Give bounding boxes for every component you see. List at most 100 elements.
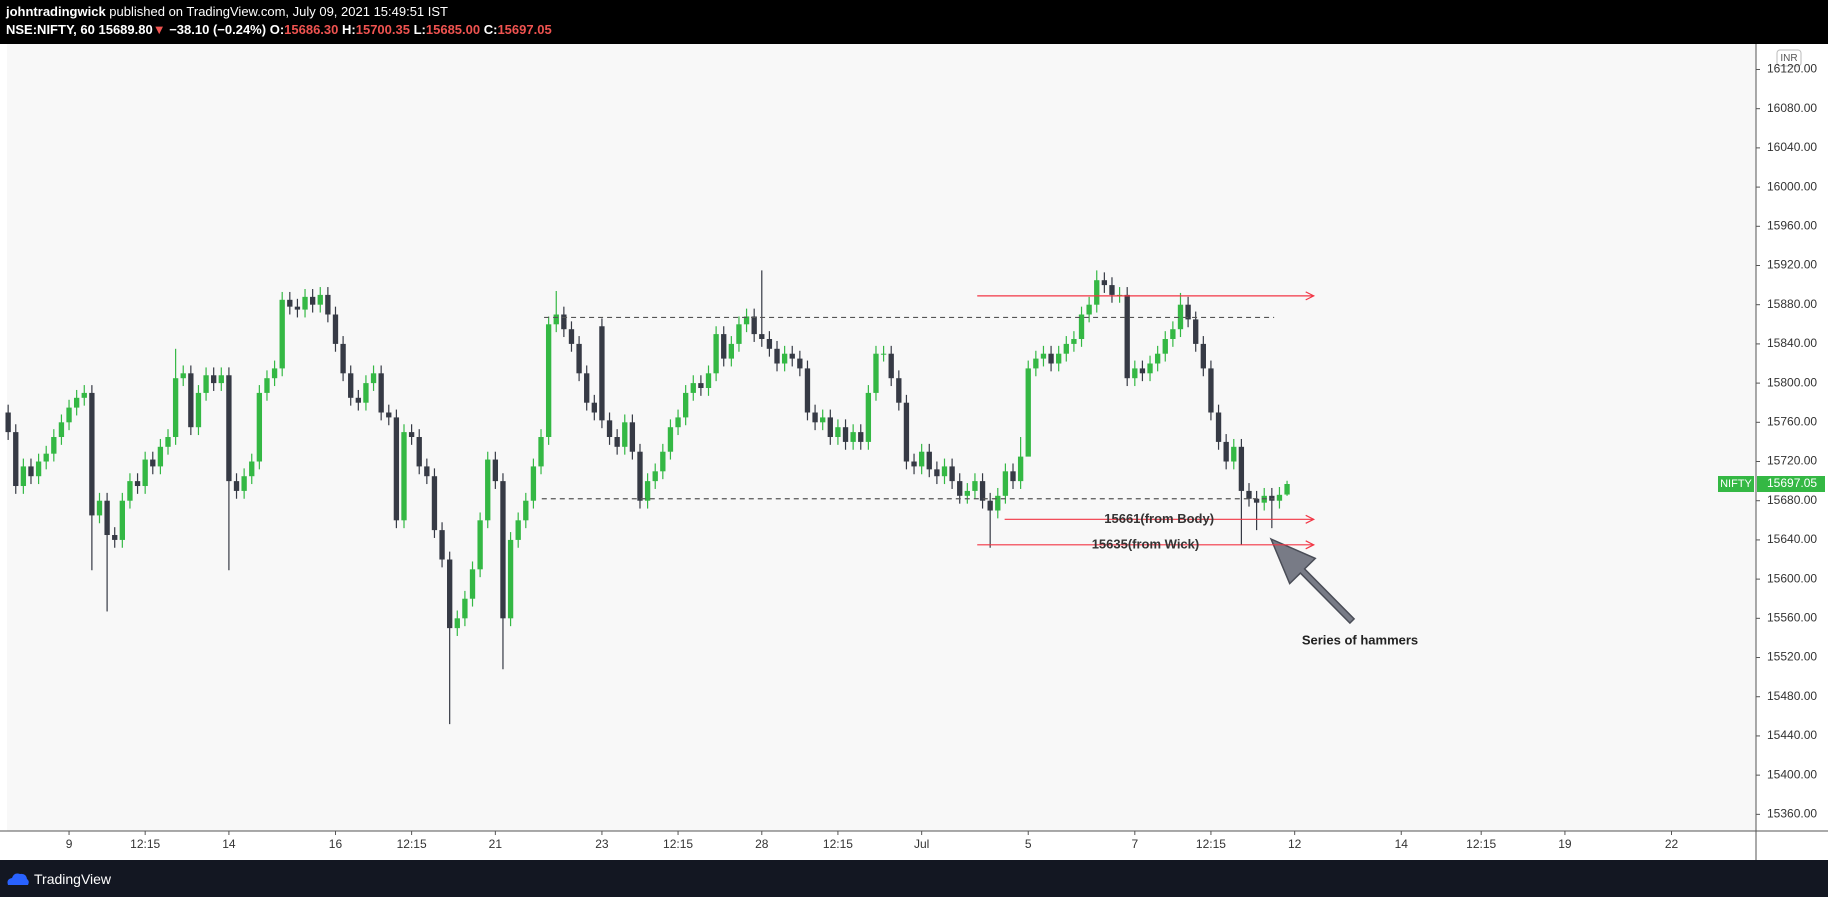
candle-body — [850, 432, 856, 442]
candle-body — [568, 329, 575, 344]
candle-body — [523, 500, 529, 521]
candle-body — [934, 469, 940, 477]
candle-body — [660, 451, 666, 472]
candle-body — [1139, 368, 1146, 374]
candle-body — [972, 481, 978, 491]
x-tick-label: Jul — [914, 837, 929, 851]
x-tick-label: 16 — [329, 837, 343, 851]
candle-body — [89, 392, 95, 516]
candle-body — [477, 520, 483, 570]
candle-body — [606, 420, 613, 438]
y-tick-label: 15680.00 — [1767, 493, 1817, 507]
candle-body — [218, 375, 224, 384]
x-tick-label: 12:15 — [823, 837, 853, 851]
candle-body — [1094, 280, 1100, 305]
candle-body — [1154, 353, 1161, 364]
candle-body — [188, 373, 194, 428]
candle-body — [13, 432, 19, 487]
x-tick-label: 21 — [489, 837, 503, 851]
candle-body — [142, 459, 148, 487]
candle-body — [279, 299, 285, 369]
y-tick-label: 15480.00 — [1767, 689, 1817, 703]
candle-body — [325, 294, 331, 315]
candle-body — [576, 343, 582, 374]
candle-body — [302, 296, 308, 310]
annotation-text: Series of hammers — [1302, 632, 1418, 647]
candle-body — [926, 451, 932, 470]
annotation-arrow — [1269, 537, 1356, 625]
candle-body — [667, 427, 674, 452]
candle-body — [835, 427, 841, 438]
candle-body — [439, 530, 445, 560]
candle-body — [1017, 456, 1024, 482]
candle-body — [104, 500, 110, 536]
x-tick-label: 12:15 — [1466, 837, 1496, 851]
candle-body — [995, 495, 1001, 511]
candle-body — [195, 392, 202, 428]
candle-body — [5, 412, 11, 433]
x-tick-label: 12:15 — [663, 837, 693, 851]
currency-box — [1776, 49, 1802, 67]
candle-body — [112, 535, 118, 540]
published: published on TradingView.com, July 09, 2… — [109, 4, 449, 19]
symbol-tag: NIFTY — [1720, 478, 1752, 490]
candle-body — [43, 453, 49, 462]
chart: INR Series of hammers 15360.00 15400.00 15… — [0, 44, 1828, 860]
candle-body — [1231, 446, 1237, 462]
candle-body — [500, 481, 506, 619]
candle-body — [545, 324, 552, 438]
candle-body — [1063, 343, 1069, 354]
x-tick-label: 22 — [1665, 837, 1679, 851]
candle-body — [698, 383, 704, 389]
candle-body — [454, 618, 460, 629]
x-tick-label: 23 — [595, 837, 609, 851]
candle-body — [1170, 329, 1176, 340]
candle-body — [751, 316, 757, 335]
candle-body — [1109, 285, 1115, 295]
x-tick-label: 14 — [222, 837, 236, 851]
candle-body — [309, 296, 316, 305]
ohlc-value: 15685.00 — [425, 22, 481, 37]
candle-body — [827, 417, 833, 438]
ohlc-value: 15700.35 — [355, 22, 410, 37]
candle-body — [721, 334, 727, 359]
candle-body — [538, 437, 544, 467]
candle-body — [249, 461, 255, 477]
candle-body — [858, 432, 864, 442]
candle-body — [949, 466, 955, 482]
candle-body — [1223, 441, 1229, 462]
y-tick-label: 15960.00 — [1767, 218, 1817, 232]
candle-body — [1276, 494, 1283, 501]
symbol-tag-box — [1718, 476, 1754, 493]
x-tick-label: 9 — [66, 837, 73, 851]
candle-body — [683, 392, 689, 418]
candle-body — [492, 459, 499, 482]
candle-body — [1193, 319, 1199, 344]
candle-body — [264, 378, 270, 393]
candle-body — [393, 417, 400, 521]
candle-body — [530, 466, 537, 501]
candle-body — [1040, 353, 1047, 359]
logo — [7, 873, 29, 885]
direction: ▼ — [152, 22, 166, 37]
y-tick-label: 15360.00 — [1767, 807, 1817, 821]
candle-body — [1177, 304, 1184, 330]
candle-body — [515, 520, 521, 540]
logo-shape — [7, 873, 29, 885]
candle-body — [599, 326, 605, 421]
candle-body — [157, 446, 164, 467]
candle-body — [203, 375, 209, 393]
annotation-arrowhead — [1305, 540, 1316, 550]
candle-body — [363, 383, 369, 403]
candle-body — [1048, 353, 1054, 364]
x-tick-label: 12:15 — [397, 837, 427, 851]
candle-body — [987, 500, 993, 511]
y-tick-label: 15880.00 — [1767, 297, 1817, 311]
candle-body — [233, 481, 240, 491]
candle-body — [736, 324, 742, 344]
candle-body — [759, 334, 765, 340]
candle-body — [28, 466, 34, 477]
candle-body — [386, 412, 392, 418]
candle-body — [1253, 498, 1260, 503]
candle-body — [431, 476, 438, 531]
